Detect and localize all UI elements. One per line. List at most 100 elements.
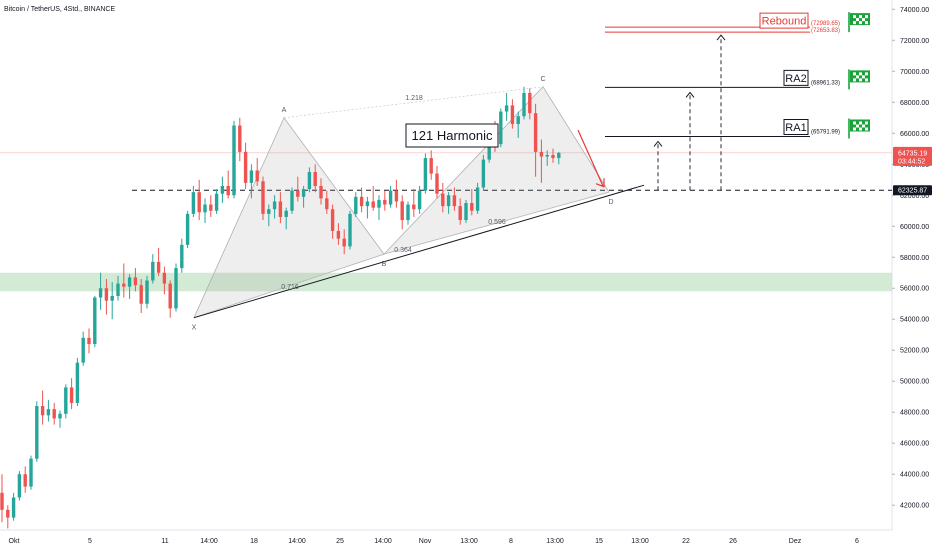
candle-body (29, 458, 33, 487)
candle-body (185, 213, 190, 245)
candle (122, 263, 126, 298)
candle (191, 185, 196, 217)
candle-body (330, 209, 335, 231)
candle-body (423, 158, 428, 191)
harmonic-pattern-layer: X A B C D 1.218 0.364 0.596 0.716 (192, 76, 645, 332)
time-tick-label: Dez (789, 538, 802, 545)
flag-checker (853, 15, 868, 25)
target-projection-arrowhead (716, 34, 726, 41)
candle (371, 185, 375, 211)
price-tick-label: 42000.00 (900, 503, 929, 510)
candle-body (6, 509, 10, 518)
candle (336, 223, 341, 245)
candle-body (377, 199, 381, 208)
candle (510, 99, 515, 129)
candle-body (475, 187, 480, 211)
current-price-value: 64735.19 (898, 150, 927, 157)
time-tick-label: 13:00 (460, 538, 478, 545)
candle (139, 278, 143, 314)
pattern-point-label: D (608, 199, 613, 206)
candle-body (290, 190, 294, 211)
candle-body (470, 203, 474, 211)
rising-trendline (193, 184, 645, 319)
candle (388, 185, 393, 208)
candle (11, 492, 16, 521)
candle (545, 150, 549, 166)
candle-body (23, 474, 27, 487)
candle (127, 274, 132, 300)
targets-layer: RA1 (65791.99) RA2 (68961.33) Rebound (72989.… (605, 12, 870, 191)
price-tick-label: 60000.00 (900, 224, 929, 231)
candle (197, 179, 201, 221)
pattern-name-label: 121 Harmonic (412, 128, 493, 143)
target-ra2: RA2 (68961.33) (605, 69, 870, 191)
candle-body (162, 272, 167, 284)
pattern-ratio-label: 0.364 (394, 247, 412, 254)
candle (551, 148, 555, 163)
price-tick-label: 58000.00 (900, 255, 929, 262)
target-name-box (759, 12, 809, 29)
candle (464, 199, 468, 224)
candle-body (371, 201, 375, 208)
candle-body (58, 413, 62, 419)
candle-body (238, 125, 242, 152)
candle (533, 103, 538, 177)
neckline-price-value: 62325.87 (898, 188, 927, 195)
time-tick-label: Okt (9, 538, 20, 545)
candle (406, 201, 410, 225)
candle (52, 402, 56, 425)
candle-body (313, 172, 317, 186)
time-tick-label: 5 (88, 538, 92, 545)
candle-body (319, 185, 323, 199)
pattern-point-label: C (540, 76, 545, 83)
candle (29, 455, 33, 490)
candle-body (180, 244, 184, 269)
candle (110, 282, 114, 320)
candle-body (464, 203, 468, 221)
candle (452, 187, 457, 211)
price-tick-label: 66000.00 (900, 131, 929, 138)
candle-body (354, 196, 358, 214)
candle (272, 195, 277, 219)
candle-body (87, 337, 91, 345)
candle (185, 210, 190, 248)
candle (133, 268, 138, 292)
candle (557, 151, 561, 165)
candle-body (220, 185, 225, 194)
candle (377, 195, 381, 221)
candle-body (75, 362, 80, 403)
candle (278, 192, 283, 224)
candle (87, 328, 91, 354)
candle-body (116, 283, 120, 296)
candle (325, 190, 329, 214)
pattern-name-box[interactable]: 121 Harmonic (405, 123, 499, 148)
candle-body (383, 199, 387, 205)
support-zone (0, 272, 892, 292)
candle-body (139, 285, 143, 304)
candle (0, 474, 4, 523)
candle (539, 139, 544, 183)
candle-body (110, 295, 114, 301)
candle-body (17, 474, 22, 498)
candle (458, 198, 462, 225)
target-price-label: (72653.83) (811, 28, 840, 34)
candle (296, 176, 300, 202)
target-projection-arrowhead (685, 91, 695, 98)
candle-body (249, 170, 254, 183)
candle-body (446, 195, 451, 207)
candle-body (104, 288, 109, 301)
candle-body (168, 283, 172, 309)
candle-body (64, 387, 68, 414)
target-name-label: Rebound (762, 16, 807, 28)
candle (243, 142, 248, 190)
candle-body (452, 195, 457, 207)
candle-body (348, 213, 352, 247)
candle-body (284, 210, 288, 217)
time-tick-label: Nov (419, 538, 432, 545)
candle (203, 198, 207, 224)
candle (255, 158, 259, 186)
candle (93, 295, 97, 348)
candle-body (69, 387, 74, 403)
target-name-label: RA1 (785, 122, 806, 134)
